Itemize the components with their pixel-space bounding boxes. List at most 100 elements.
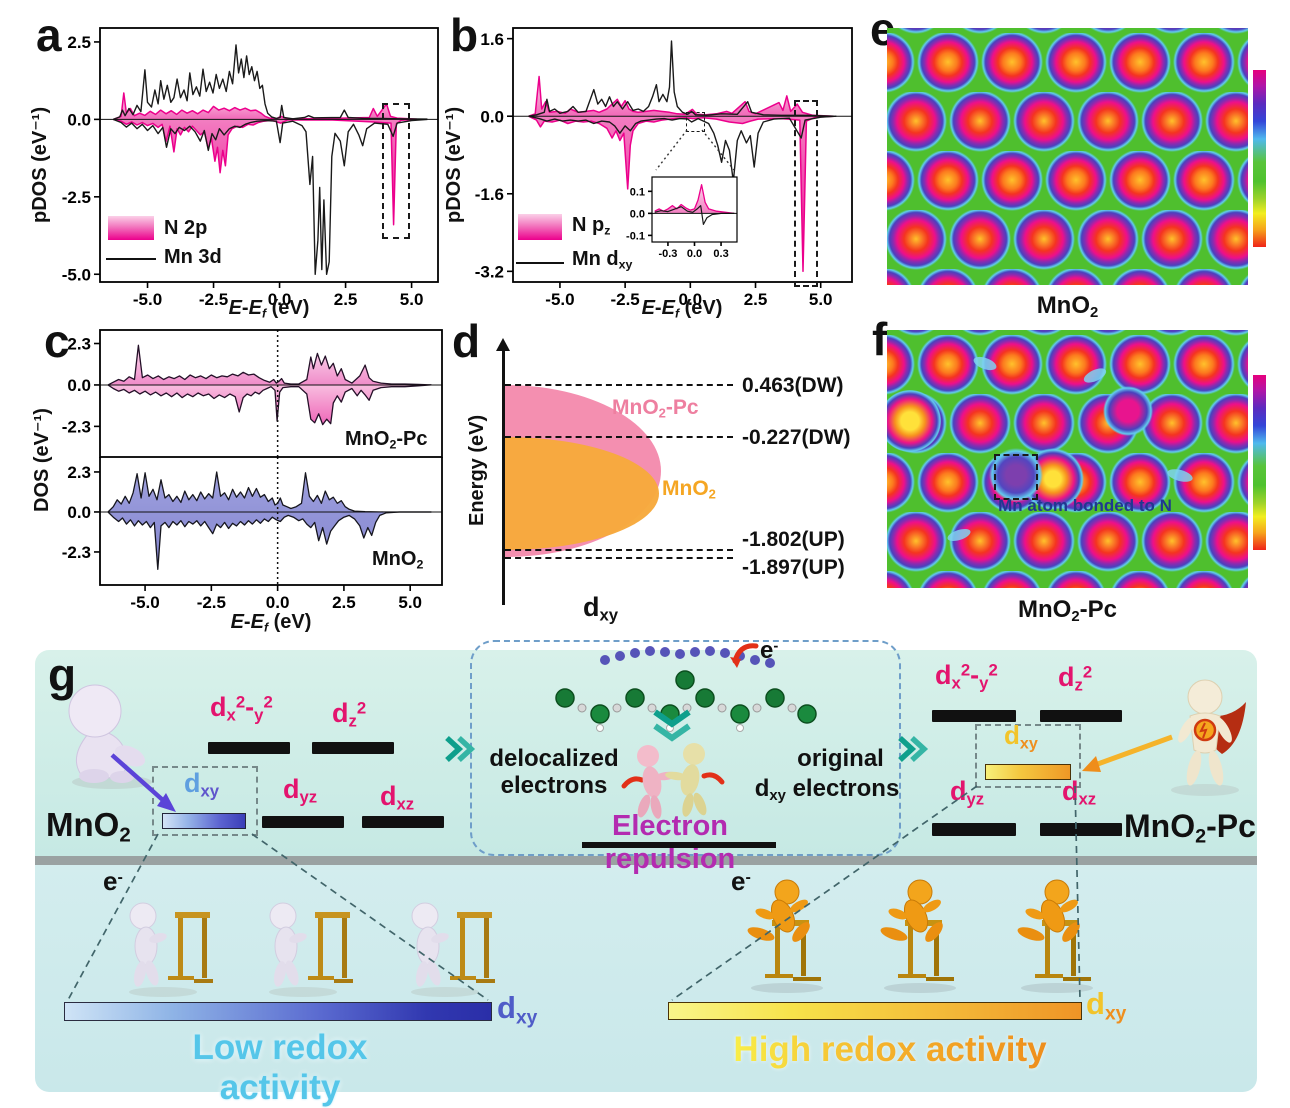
svg-text:0.1: 0.1: [630, 186, 645, 198]
level-bar: [208, 742, 290, 754]
panel-b-legend-npz: N pz: [572, 214, 611, 238]
mno2-pc-structure-icon: [555, 646, 817, 732]
panel-a-legend-line-mn3d: [106, 258, 156, 260]
orbital-dxy-label-right: dxy: [1004, 720, 1038, 753]
panel-e-colorbar: [1253, 70, 1266, 247]
panel-d-letter: d: [452, 315, 481, 367]
panel-c-ylabel: DOS (eV⁻¹): [31, 408, 53, 512]
original-dxy-electrons-label: dxy electrons: [754, 775, 900, 805]
panel-d-level-label-3: -1.802(UP): [742, 528, 845, 551]
svg-text:-5.0: -5.0: [130, 593, 159, 612]
dxy-band-bar-blue: [64, 1002, 492, 1021]
svg-text:-0.3: -0.3: [658, 248, 677, 260]
panel-f-charge-density-map: [887, 330, 1248, 588]
runner-hurdle-icon: [747, 879, 823, 993]
panel-b-legend-line-mndxy: [516, 262, 564, 264]
level-bar: [1040, 823, 1122, 836]
panel-d-axis-arrow: [496, 338, 510, 351]
svg-text:2.3: 2.3: [67, 335, 91, 354]
walker-hurdle-icon: [269, 902, 353, 997]
panel-a-letter: a: [36, 9, 62, 61]
walker-hurdle-icon: [411, 902, 495, 997]
panel-g-mno2-label: MnO2: [46, 806, 131, 847]
svg-text:-1.6: -1.6: [475, 185, 504, 204]
svg-text:1.6: 1.6: [480, 30, 504, 49]
level-bar: [262, 816, 344, 828]
orbital-dxz-label: dxz: [380, 781, 415, 814]
panel-f-caption: MnO2-Pc: [1018, 596, 1117, 626]
svg-text:-3.2: -3.2: [475, 262, 504, 281]
superhero-figure-icon: [1171, 679, 1246, 796]
panel-d-level-label-1: 0.463(DW): [742, 374, 844, 397]
runner-hurdle-icon: [880, 879, 956, 993]
panel-d-ylabel: Energy (eV): [466, 414, 488, 526]
panel-d-level-label-4: -1.897(UP): [742, 556, 845, 579]
svg-text:0.0: 0.0: [268, 290, 292, 309]
magenta-blob: [1102, 385, 1154, 437]
panel-b-zoom-source-box: [686, 112, 705, 132]
svg-text:0.0: 0.0: [67, 376, 91, 395]
svg-text:2.5: 2.5: [67, 33, 91, 52]
orbital-dxy-label-left: dxy: [184, 768, 220, 801]
svg-text:0.0: 0.0: [630, 208, 645, 220]
panel-d-band-name-mno2: MnO2: [662, 477, 716, 502]
runner-hurdle-icon: [1017, 879, 1093, 993]
panel-f-colorbar: [1253, 375, 1266, 550]
panel-b-highlight-box: [794, 100, 818, 287]
panel-c-label-mno2pc: MnO2-Pc: [345, 428, 428, 452]
dxy-level-bar-orange: [985, 764, 1071, 780]
panel-a-ylabel: pDOS (eV⁻¹): [29, 106, 51, 224]
svg-text:0.0: 0.0: [67, 110, 91, 129]
charge-bridge: [1166, 466, 1194, 485]
orbital-dz2-label: dz2: [332, 698, 367, 731]
level-bar: [932, 823, 1016, 836]
charge-bridge: [946, 526, 972, 544]
panel-e-caption: MnO2: [1036, 292, 1099, 322]
orbital-dyz-label: dyz: [283, 774, 318, 807]
level-bar: [312, 742, 394, 754]
panel-c-label-mno2: MnO2: [372, 548, 424, 572]
orbital-dx2y2-label: dx2-y2: [935, 660, 998, 693]
panel-c-bottom-chart: -5.0 -2.5 0.0 2.5 5.0 2.3 0.0 -2.3: [62, 457, 443, 612]
svg-text:-5.0: -5.0: [62, 265, 91, 284]
dxy-band-bar-orange: [668, 1002, 1082, 1020]
panel-d-level-line-2: [505, 436, 733, 438]
panel-g-mno2pc-label: MnO2-Pc: [1124, 808, 1256, 848]
original-label: original: [797, 745, 884, 772]
panel-f-mn-atom-box: [994, 454, 1038, 500]
svg-text:-5.0: -5.0: [133, 290, 162, 309]
panel-d-level-label-2: -0.227(DW): [742, 426, 851, 449]
dxy-box-right: [975, 724, 1081, 788]
high-redox-activity-label: High redox activity: [730, 1030, 1050, 1070]
svg-text:5.0: 5.0: [809, 290, 833, 309]
svg-text:0.0: 0.0: [266, 593, 290, 612]
panel-a-chart: -5.0 -2.5 0.0 2.5 5.0 2.5 0.0 -2.5 -5.0: [62, 27, 439, 309]
orbital-dz2-label: dz2: [1058, 662, 1093, 695]
svg-text:0.0: 0.0: [480, 107, 504, 126]
dxy-band-label-left: dxy: [497, 990, 538, 1029]
panel-c-top-chart: 2.3 0.0 -2.3: [62, 329, 443, 458]
panel-f-letter: f: [872, 313, 888, 365]
bright-blob: [887, 390, 941, 452]
svg-text:-2.5: -2.5: [199, 290, 228, 309]
panel-a-legend-swatch-n2p: [108, 216, 154, 240]
svg-text:5.0: 5.0: [400, 290, 424, 309]
panel-g-letter: g: [48, 649, 77, 701]
panel-b-legend-swatch-npz: [518, 214, 562, 240]
panel-c-xlabel: E-Ef (eV): [230, 611, 312, 635]
dxy-level-bar-blue: [162, 813, 246, 829]
svg-text:2.3: 2.3: [67, 463, 91, 482]
panel-a-highlight-box: [382, 103, 410, 239]
repulsion-underline: [582, 842, 776, 848]
svg-text:2.5: 2.5: [744, 290, 768, 309]
svg-text:-2.5: -2.5: [197, 593, 226, 612]
delocalized-electrons-label: delocalized electrons: [478, 745, 630, 800]
panel-a-legend-mn3d: Mn 3d: [164, 246, 222, 268]
panel-g-divider: [35, 856, 1257, 865]
dxy-band-label-right: dxy: [1086, 986, 1127, 1025]
panel-b-letter: b: [450, 9, 479, 61]
electron-transfer-arrow-icon: [730, 643, 759, 668]
svg-text:-2.5: -2.5: [610, 290, 639, 309]
delocalized-line2: electrons: [500, 771, 608, 799]
